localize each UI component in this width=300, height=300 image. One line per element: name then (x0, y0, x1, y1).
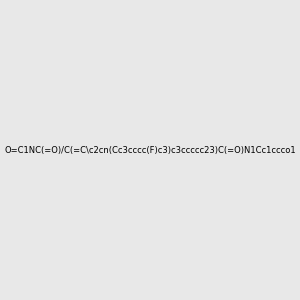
Text: O=C1NC(=O)/C(=C\c2cn(Cc3cccc(F)c3)c3ccccc23)C(=O)N1Cc1ccco1: O=C1NC(=O)/C(=C\c2cn(Cc3cccc(F)c3)c3cccc… (4, 146, 296, 154)
